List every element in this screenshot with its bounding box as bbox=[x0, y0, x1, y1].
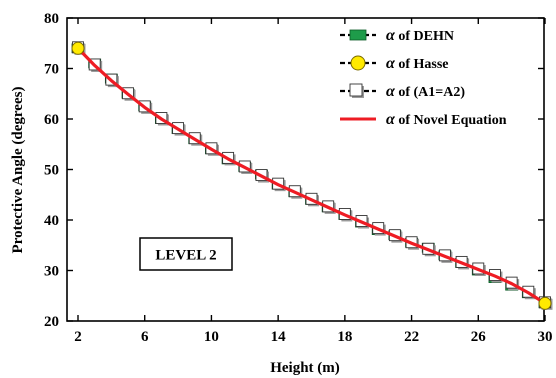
x-tick-label: 14 bbox=[271, 329, 287, 345]
y-tick-label: 20 bbox=[44, 314, 59, 330]
x-tick-label: 10 bbox=[204, 329, 219, 345]
legend-dehn-label: α of DEHN bbox=[386, 27, 454, 44]
x-ticks: 2 6 10 14 18 22 26 30 bbox=[74, 18, 553, 345]
y-tick-label: 80 bbox=[44, 11, 59, 27]
x-tick-label: 2 bbox=[74, 329, 82, 345]
hasse-point bbox=[538, 296, 552, 310]
legend-novel-label: α of Novel Equation bbox=[386, 111, 507, 128]
legend-novel-label-alpha: α bbox=[386, 111, 396, 128]
legend-hasse-label-rest: of Hasse bbox=[395, 57, 449, 72]
x-tick-label: 18 bbox=[337, 329, 352, 345]
y-axis-label: Protective Angle (degrees) bbox=[10, 87, 26, 254]
y-ticks: 20 30 40 50 60 70 80 bbox=[44, 11, 544, 330]
legend-a1a2-label-rest: of (A1=A2) bbox=[395, 85, 466, 100]
y-tick-label: 70 bbox=[44, 62, 59, 78]
x-axis-label: Height (m) bbox=[270, 360, 340, 376]
legend-novel-label-rest: of Novel Equation bbox=[395, 113, 507, 128]
legend-hasse-label-alpha: α bbox=[386, 55, 396, 72]
annotation-box: LEVEL 2 bbox=[139, 237, 233, 271]
novel-equation-line bbox=[76, 47, 546, 305]
legend-dehn-label-rest: of DEHN bbox=[395, 29, 454, 44]
x-tick-label: 6 bbox=[141, 329, 149, 345]
x-tick-label: 30 bbox=[538, 329, 553, 345]
x-tick-label: 26 bbox=[471, 329, 487, 345]
legend-a1a2-label-alpha: α bbox=[386, 83, 396, 100]
x-tick-label: 22 bbox=[404, 329, 419, 345]
hasse-point bbox=[71, 41, 85, 55]
series-hasse bbox=[71, 41, 552, 310]
legend-a1a2-marker bbox=[349, 83, 363, 97]
plot-frame bbox=[66, 17, 545, 322]
legend-dehn-label-alpha: α bbox=[386, 27, 396, 44]
annotation-label: LEVEL 2 bbox=[155, 248, 216, 264]
y-tick-label: 60 bbox=[44, 112, 59, 128]
y-tick-label: 50 bbox=[44, 163, 59, 179]
y-tick-label: 30 bbox=[44, 264, 59, 280]
y-tick-label: 40 bbox=[44, 213, 59, 229]
legend-a1a2-label: α of (A1=A2) bbox=[386, 83, 465, 100]
series-layer bbox=[71, 41, 553, 310]
annotation-frame bbox=[139, 237, 233, 271]
legend-hasse-label: α of Hasse bbox=[386, 55, 449, 72]
legend-dehn-marker bbox=[349, 29, 367, 41]
legend-hasse-marker bbox=[350, 55, 366, 71]
